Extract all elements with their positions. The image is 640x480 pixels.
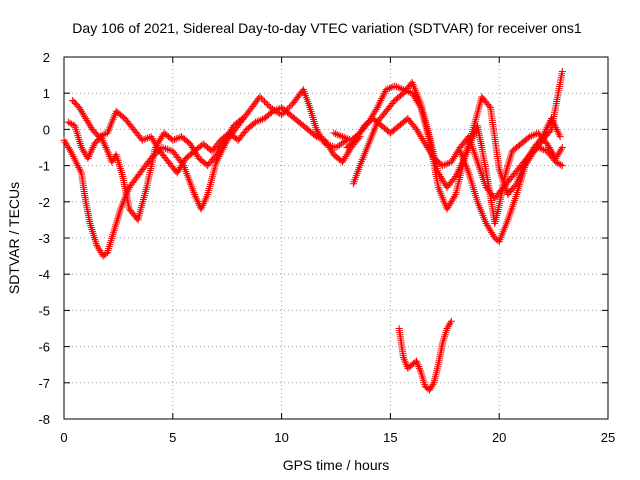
y-tick-label: -1 <box>38 159 50 174</box>
x-tick-labels: 0 5 10 15 20 25 <box>60 430 615 445</box>
y-tick-label: 0 <box>43 122 50 137</box>
plot-frame <box>63 56 609 420</box>
plus-marker <box>64 115 246 224</box>
series-track-1 <box>60 86 351 260</box>
y-tick-label: -2 <box>38 195 50 210</box>
data-points <box>60 67 566 394</box>
y-tick-label: -4 <box>38 267 50 282</box>
x-tick-label: 10 <box>274 430 288 445</box>
chart-title: Day 106 of 2021, Sidereal Day-to-day VTE… <box>72 20 582 36</box>
plus-marker <box>69 96 364 177</box>
x-tick-label: 20 <box>492 430 506 445</box>
y-tick-label: 2 <box>43 50 50 65</box>
plus-marker <box>456 67 566 246</box>
y-tick-label: -7 <box>38 376 50 391</box>
y-axis-label: SDTVAR / TECUs <box>6 182 22 294</box>
series-track-7 <box>395 317 455 394</box>
y-tick-label: -5 <box>38 303 50 318</box>
x-tick-label: 25 <box>601 430 615 445</box>
grid-lines <box>64 57 608 419</box>
y-tick-label: -8 <box>38 412 50 427</box>
y-tick-label: -3 <box>38 231 50 246</box>
series-track-3 <box>69 96 364 177</box>
plus-marker <box>60 86 351 260</box>
y-tick-label: -6 <box>38 340 50 355</box>
x-tick-label: 0 <box>60 430 67 445</box>
y-tick-labels: -8 -7 -6 -5 -4 -3 -2 -1 0 1 2 <box>38 50 50 427</box>
x-tick-label: 15 <box>383 430 397 445</box>
y-tick-label: 1 <box>43 86 50 101</box>
x-axis-label: GPS time / hours <box>283 457 390 473</box>
x-tick-label: 5 <box>169 430 176 445</box>
series-track-8 <box>456 67 566 246</box>
plus-marker <box>395 317 455 394</box>
series-track-2 <box>64 115 246 224</box>
